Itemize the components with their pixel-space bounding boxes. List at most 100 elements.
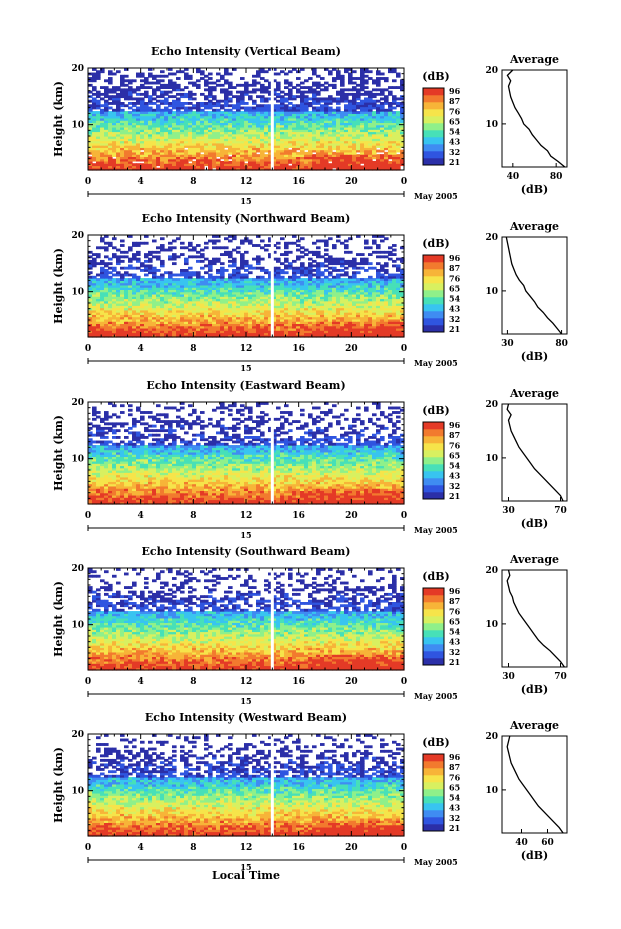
heatmap-cell xyxy=(156,138,161,142)
heatmap-cell xyxy=(184,106,189,110)
heatmap-cell xyxy=(324,323,329,327)
heatmap-cell xyxy=(156,151,161,155)
heatmap-cell xyxy=(324,300,329,304)
heatmap-cell xyxy=(156,158,161,162)
heatmap-cell xyxy=(348,149,353,153)
heatmap-cell xyxy=(116,293,121,297)
heatmap-cell xyxy=(124,291,129,295)
heatmap-cell xyxy=(240,291,245,295)
heatmap-cell xyxy=(144,309,149,313)
heatmap-cell xyxy=(108,88,113,92)
heatmap-cell xyxy=(296,120,301,123)
heatmap-cell xyxy=(268,147,273,151)
heatmap-cell xyxy=(112,332,117,336)
colorbar-swatch xyxy=(423,144,444,152)
heatmap-cell xyxy=(96,309,101,313)
heatmap-cell xyxy=(100,154,105,157)
heatmap-cell xyxy=(124,307,129,311)
heatmap-cell xyxy=(280,115,285,119)
heatmap-cell xyxy=(132,138,137,142)
heatmap-cell xyxy=(200,124,205,128)
heatmap-cell xyxy=(216,154,221,157)
heatmap-cell xyxy=(320,106,325,110)
heatmap-cell xyxy=(332,165,337,169)
heatmap-cell xyxy=(128,160,133,164)
heatmap-cell xyxy=(208,126,213,130)
heatmap-cell xyxy=(348,296,353,300)
heatmap-cell xyxy=(244,151,249,155)
heatmap-cell xyxy=(180,120,185,123)
heatmap-cell xyxy=(200,133,205,137)
heatmap-cell xyxy=(260,126,265,130)
heatmap-cell xyxy=(332,163,337,167)
heatmap-cell xyxy=(240,330,245,334)
heatmap-cell xyxy=(336,145,341,148)
heatmap-cell xyxy=(220,138,225,142)
heatmap-cell xyxy=(336,90,341,94)
heatmap-cell xyxy=(272,147,277,151)
heatmap-cell xyxy=(212,124,217,128)
heatmap-cell xyxy=(124,83,129,87)
heatmap-cell xyxy=(392,95,397,99)
heatmap-cell xyxy=(220,145,225,148)
heatmap-cell xyxy=(236,296,241,300)
heatmap-cell xyxy=(120,142,125,146)
heatmap-cell xyxy=(124,115,129,119)
heatmap-cell xyxy=(332,140,337,144)
heatmap-cell xyxy=(156,160,161,164)
heatmap-cell xyxy=(224,316,229,320)
heatmap-cell xyxy=(236,307,241,311)
heatmap-cell xyxy=(104,314,109,318)
heatmap-cell xyxy=(336,74,341,78)
heatmap-cell xyxy=(172,325,177,329)
heatmap-cell xyxy=(116,111,121,114)
heatmap-cell xyxy=(100,70,105,74)
heatmap-cell xyxy=(348,303,353,306)
heatmap-cell xyxy=(276,133,281,137)
heatmap-cell xyxy=(176,278,181,281)
heatmap-cell xyxy=(256,70,261,74)
heatmap-cell xyxy=(348,102,353,105)
heatmap-cell xyxy=(372,332,377,336)
heatmap-cell xyxy=(108,323,113,327)
heatmap-cell xyxy=(356,314,361,318)
heatmap-cell xyxy=(384,318,389,322)
heatmap-cell xyxy=(260,323,265,327)
heatmap-cell xyxy=(240,136,245,139)
heatmap-cell xyxy=(108,307,113,311)
heatmap-cell xyxy=(292,332,297,336)
heatmap-cell xyxy=(156,140,161,144)
heatmap-cell xyxy=(184,149,189,153)
heatmap-cell xyxy=(156,325,161,329)
heatmap-cell xyxy=(156,120,161,123)
heatmap-cell xyxy=(320,334,325,338)
heatmap-cell xyxy=(188,156,193,160)
heatmap-cell xyxy=(96,332,101,336)
heatmap-cell xyxy=(184,140,189,144)
heatmap-cell xyxy=(136,120,141,123)
heatmap-cell xyxy=(312,158,317,162)
heatmap-cell xyxy=(400,79,405,83)
heatmap-cell xyxy=(172,86,177,89)
heatmap-cell xyxy=(204,133,209,137)
heatmap-cell xyxy=(204,129,209,133)
heatmap-cell xyxy=(288,160,293,164)
heatmap-cell xyxy=(192,278,197,281)
heatmap-cell xyxy=(396,300,401,304)
heatmap-cell xyxy=(200,330,205,334)
heatmap-cell xyxy=(152,165,157,169)
heatmap-cell xyxy=(372,81,377,85)
heatmap-cell xyxy=(192,120,197,123)
heatmap-cell xyxy=(132,117,137,121)
heatmap-cell xyxy=(364,298,369,302)
heatmap-cell xyxy=(288,332,293,336)
heatmap-cell xyxy=(384,332,389,336)
heatmap-cell xyxy=(196,136,201,139)
heatmap-cell xyxy=(204,325,209,329)
heatmap-cell xyxy=(88,167,93,171)
heatmap-cell xyxy=(276,334,281,338)
heatmap-cell xyxy=(164,303,169,306)
heatmap-cell xyxy=(276,95,281,99)
heatmap-cell xyxy=(92,293,97,297)
heatmap-cell xyxy=(248,120,253,123)
